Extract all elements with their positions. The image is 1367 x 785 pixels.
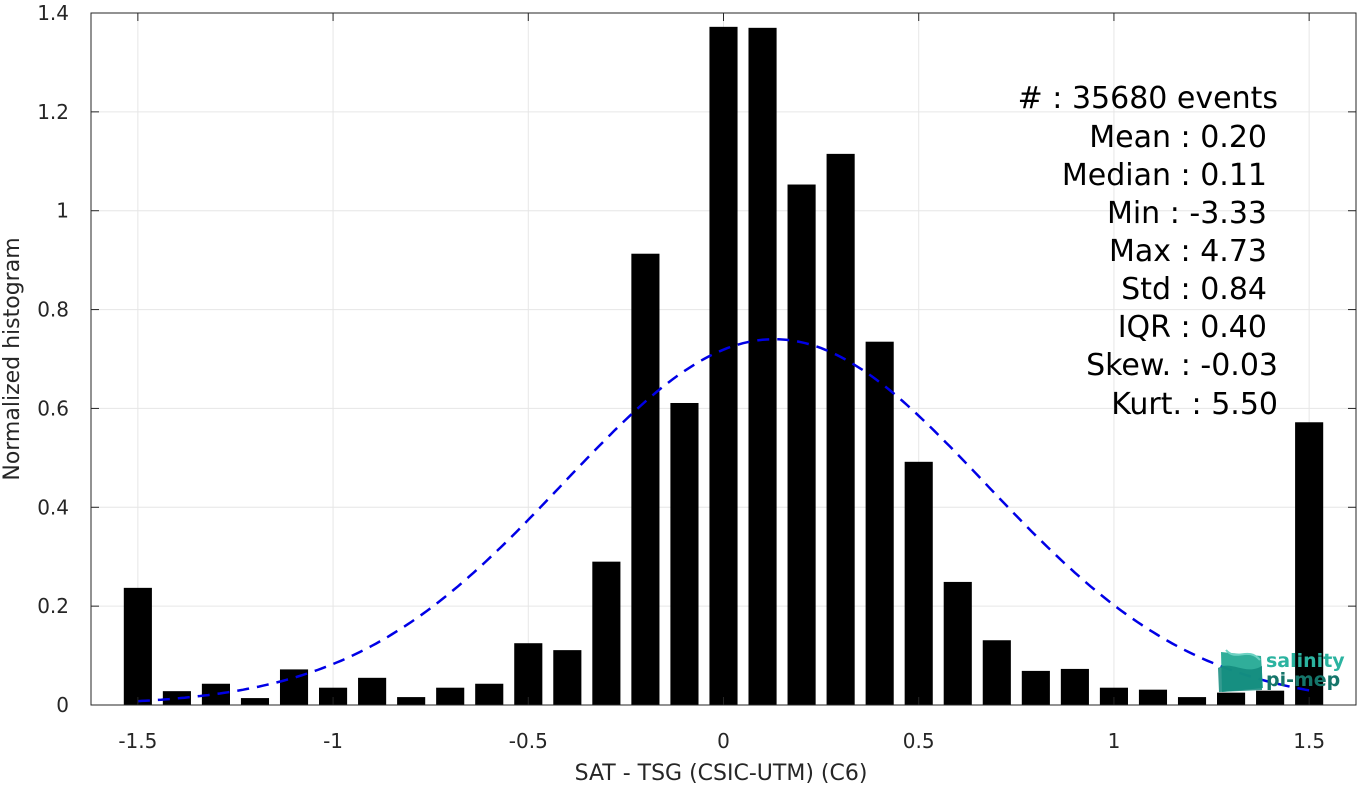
x-tick-label: -0.5 bbox=[509, 729, 548, 753]
logo-wave-icon bbox=[1218, 649, 1263, 692]
x-tick-label: 0.5 bbox=[903, 729, 935, 753]
stat-max: Max : 4.73 bbox=[1109, 234, 1267, 269]
x-tick-label: 1 bbox=[1108, 729, 1121, 753]
y-tick-label: 1.4 bbox=[37, 1, 69, 25]
histogram-bar bbox=[240, 698, 270, 705]
histogram-bar bbox=[397, 697, 426, 705]
histogram-bar bbox=[436, 687, 465, 705]
x-axis-ticks: -1.5 -1 -0.5 0 0.5 1 1.5 bbox=[118, 13, 1325, 753]
histogram-bar bbox=[865, 341, 894, 705]
histogram-bar bbox=[748, 27, 777, 706]
histogram-bar bbox=[1021, 670, 1050, 705]
histogram-bar bbox=[904, 461, 933, 705]
histogram-bar bbox=[1138, 689, 1168, 705]
x-axis-label: SAT - TSG (CSIC-UTM) (C6) bbox=[575, 761, 868, 785]
histogram-bar bbox=[943, 581, 972, 705]
x-tick-label: -1 bbox=[323, 729, 343, 753]
x-tick-label: -1.5 bbox=[118, 729, 157, 753]
histogram-bar bbox=[475, 683, 504, 705]
histogram-bar bbox=[1060, 668, 1089, 705]
histogram-bar bbox=[358, 677, 387, 705]
stat-iqr: IQR : 0.40 bbox=[1118, 310, 1267, 345]
histogram-bar bbox=[982, 640, 1011, 705]
stat-kurtosis: Kurt. : 5.50 bbox=[1111, 387, 1278, 422]
y-tick-label: 0.6 bbox=[37, 396, 69, 420]
y-axis-ticks: 0 0.2 0.4 0.6 0.8 1 1.2 1.4 bbox=[37, 1, 1356, 717]
histogram-bar bbox=[123, 587, 152, 705]
stat-mean: Mean : 0.20 bbox=[1089, 120, 1267, 155]
histogram-bar bbox=[1295, 422, 1324, 705]
histogram-bar bbox=[1256, 690, 1285, 705]
y-tick-label: 1.2 bbox=[37, 100, 69, 124]
histogram-bar bbox=[201, 683, 230, 705]
histogram-bar bbox=[514, 643, 543, 705]
histogram-bar bbox=[670, 402, 699, 705]
histogram-bar bbox=[631, 253, 660, 705]
y-tick-label: 0.4 bbox=[37, 495, 69, 519]
histogram-bar bbox=[1217, 692, 1246, 705]
y-tick-label: 0 bbox=[56, 693, 69, 717]
histogram-bar bbox=[787, 184, 816, 705]
y-axis-label: Normalized histogram bbox=[0, 237, 25, 480]
y-tick-label: 1 bbox=[56, 199, 69, 223]
histogram-bar bbox=[709, 26, 738, 705]
x-tick-label: 1.5 bbox=[1293, 729, 1325, 753]
histogram-bar bbox=[592, 561, 621, 705]
stat-skewness: Skew. : -0.03 bbox=[1086, 348, 1278, 383]
histogram-bars bbox=[123, 26, 1324, 706]
stat-min: Min : -3.33 bbox=[1107, 196, 1267, 231]
y-tick-label: 0.2 bbox=[37, 594, 69, 618]
x-tick-label: 0 bbox=[717, 729, 730, 753]
statistics-annotations: # : 35680 events Mean : 0.20 Median : 0.… bbox=[1018, 81, 1278, 422]
stat-median: Median : 0.11 bbox=[1062, 158, 1267, 193]
histogram-bar bbox=[553, 650, 582, 705]
normal-fit-curve bbox=[137, 337, 1310, 703]
logo-line1: salinity bbox=[1266, 650, 1345, 672]
histogram-bar bbox=[162, 691, 191, 705]
histogram-bar bbox=[319, 687, 348, 705]
salinity-pimep-logo: salinity pi-mep bbox=[1218, 649, 1345, 692]
normal-fit-line bbox=[137, 337, 1310, 703]
histogram-bar bbox=[1177, 697, 1207, 705]
histogram-bar bbox=[1099, 687, 1128, 705]
y-tick-label: 0.8 bbox=[37, 298, 69, 322]
stat-std: Std : 0.84 bbox=[1121, 272, 1267, 307]
logo-line2: pi-mep bbox=[1266, 669, 1340, 691]
stat-events: # : 35680 events bbox=[1018, 81, 1278, 116]
histogram-bar bbox=[826, 153, 855, 705]
